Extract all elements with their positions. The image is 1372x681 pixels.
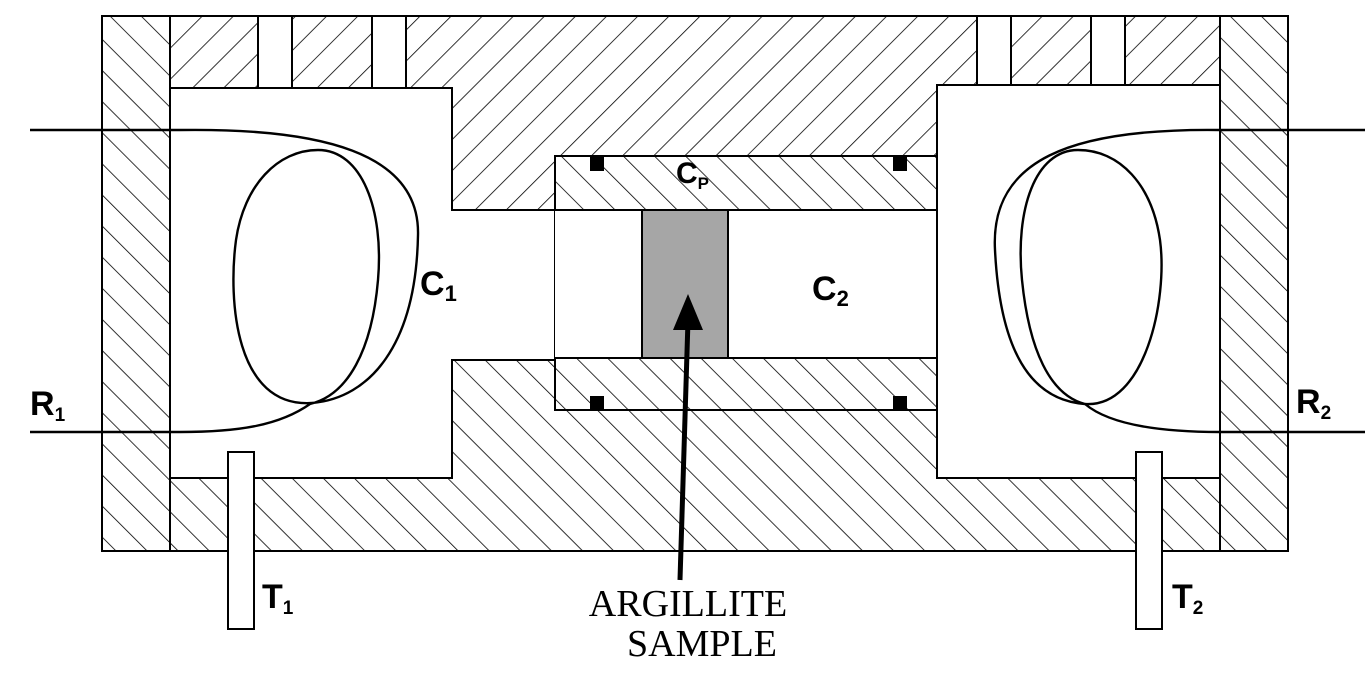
label-c2: C2 xyxy=(812,270,849,311)
label-sample-line2: SAMPLE xyxy=(627,623,777,665)
label-t1: T1 xyxy=(262,578,294,619)
thermocouple-1 xyxy=(227,451,255,630)
right-coil xyxy=(993,128,1365,434)
label-c1: C1 xyxy=(420,265,457,306)
argillite-sample xyxy=(641,209,729,359)
left-coil xyxy=(30,128,420,434)
thermocouple-2 xyxy=(1135,451,1163,630)
label-sample-line1: ARGILLITE xyxy=(589,583,787,625)
top-port-1 xyxy=(257,15,293,89)
sample-pointer-arrow xyxy=(673,294,703,581)
seal-bottom-left xyxy=(590,396,604,410)
label-t2: T2 xyxy=(1172,578,1203,619)
label-r2: R2 xyxy=(1296,383,1331,424)
central-channel xyxy=(555,210,937,360)
top-port-2 xyxy=(371,15,407,89)
top-port-3 xyxy=(976,15,1012,89)
label-r1: R1 xyxy=(30,385,66,426)
seal-top-left xyxy=(590,157,604,171)
top-port-4 xyxy=(1090,15,1126,89)
seal-bottom-right xyxy=(893,396,907,410)
label-cp: CP xyxy=(676,157,709,193)
seal-top-right xyxy=(893,157,907,171)
